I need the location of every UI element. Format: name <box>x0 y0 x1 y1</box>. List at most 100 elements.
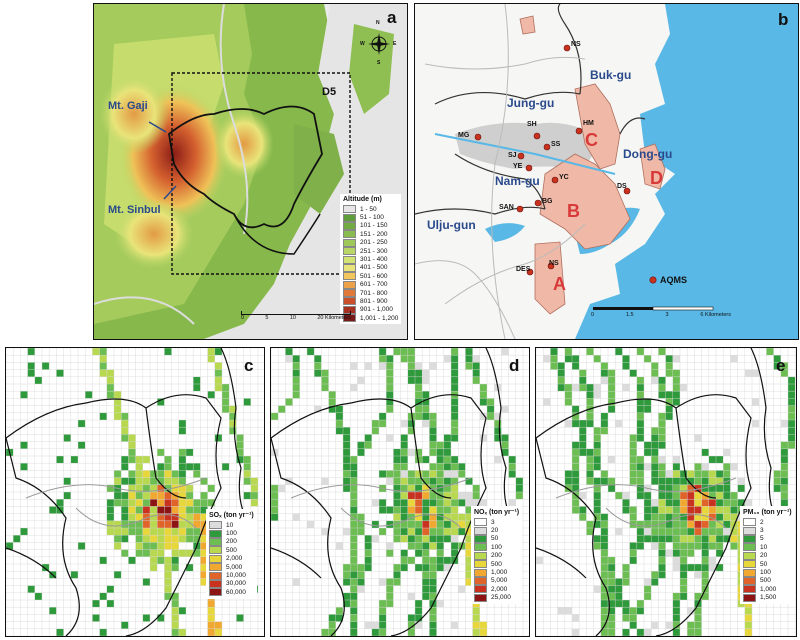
legend-swatch <box>343 213 356 222</box>
legend-label: 51 - 100 <box>360 214 384 222</box>
site-mg: MG <box>458 132 470 139</box>
sox-legend: SOₓ (ton yr⁻¹) 10 100 200 500 2,000 5,000 10,0… <box>206 509 257 599</box>
legend-swatch <box>743 585 756 594</box>
legend-swatch <box>209 521 222 530</box>
legend-swatch <box>343 280 356 289</box>
legend-label: 5,000 <box>491 577 508 585</box>
legend-label: 200 <box>226 538 237 546</box>
legend-item: 500 <box>743 576 792 585</box>
legend-swatch <box>343 272 356 281</box>
legend-label: 500 <box>491 560 502 568</box>
legend-item: 100 <box>474 543 519 552</box>
legend-item: 10 <box>743 543 792 552</box>
panel-c-label: c <box>244 356 254 375</box>
legend-label: 151 - 200 <box>360 230 388 238</box>
legend-swatch <box>343 238 356 247</box>
legend-swatch <box>474 543 487 552</box>
legend-swatch <box>209 537 222 546</box>
legend-label: 5,000 <box>226 563 243 571</box>
legend-item: 10 <box>209 521 254 530</box>
legend-label: 20 <box>491 527 499 535</box>
legend-label: 901 - 1,000 <box>360 306 393 314</box>
altitude-map-svg <box>94 4 407 339</box>
legend-label: 25,000 <box>491 594 511 602</box>
panel-e-pm10-emissions: e PM₁₀ (ton yr⁻¹) 2 3 5 10 20 50 100 500 1,000 1,… <box>535 347 797 637</box>
legend-item: 100 <box>209 529 254 538</box>
altitude-legend: Altitude (m) 1 - 50 51 - 100 101 - 150 151 … <box>340 194 402 325</box>
panel-e-label: e <box>776 356 786 375</box>
site-ss: SS <box>551 141 561 148</box>
scale-b-tick-3: 6 Kilometers <box>700 312 731 318</box>
legend-item: 151 - 200 <box>343 230 398 239</box>
legend-item: 20 <box>474 526 519 535</box>
scale-a-tick-0: 0 <box>241 315 245 321</box>
legend-label: 1,500 <box>760 594 777 602</box>
legend-item: 500 <box>209 546 254 555</box>
legend-swatch <box>209 554 222 563</box>
legend-swatch <box>209 563 222 572</box>
legend-label: 500 <box>760 577 771 585</box>
legend-swatch <box>743 576 756 585</box>
scale-b-tick-0: 0 <box>591 312 595 318</box>
legend-swatch <box>743 568 756 577</box>
pm10-legend: PM₁₀ (ton yr⁻¹) 2 3 5 10 20 50 100 500 1,000 1,50… <box>740 506 795 604</box>
legend-item: 401 - 500 <box>343 263 398 272</box>
site-des: DES <box>516 266 531 273</box>
nox-grid-map <box>271 348 529 636</box>
legend-swatch <box>743 526 756 535</box>
legend-item: 5 <box>743 534 792 543</box>
legend-label: 5 <box>760 535 764 543</box>
legend-item: 200 <box>474 551 519 560</box>
legend-label: 1,000 <box>491 569 508 577</box>
legend-item: 1,000 <box>474 568 519 577</box>
legend-label: 100 <box>226 530 237 538</box>
legend-swatch <box>343 205 356 214</box>
legend-label: 2 <box>760 518 764 526</box>
legend-label: 601 - 700 <box>360 281 388 289</box>
panel-a-label: a <box>387 8 397 27</box>
legend-swatch <box>209 571 222 580</box>
legend-swatch <box>209 546 222 555</box>
legend-label: 251 - 300 <box>360 247 388 255</box>
scale-b-tick-2: 3 <box>665 312 669 318</box>
compass-w: W <box>360 41 365 47</box>
legend-swatch <box>343 255 356 264</box>
legend-swatch <box>343 221 356 230</box>
legend-item: 50 <box>474 534 519 543</box>
site-hm: HM <box>583 120 594 127</box>
panel-d-nox-emissions: d NOₓ (ton yr⁻¹) 3 20 50 100 200 500 1,000 5,00… <box>270 347 530 637</box>
legend-item: 30,000 <box>209 579 254 588</box>
legend-item: 1,000 <box>743 585 792 594</box>
legend-swatch <box>474 593 487 602</box>
legend-item: 50 <box>743 560 792 569</box>
legend-swatch <box>343 247 356 256</box>
zone-c: C <box>585 130 598 150</box>
scale-a-tick-2: 10 <box>289 315 296 321</box>
legend-swatch <box>474 585 487 594</box>
legend-item: 60,000 <box>209 588 254 597</box>
altitude-legend-title: Altitude (m) <box>343 196 382 203</box>
legend-label: 2,000 <box>226 555 243 563</box>
legend-item: 100 <box>743 568 792 577</box>
legend-item: 2 <box>743 518 792 527</box>
legend-item: 201 - 250 <box>343 238 398 247</box>
legend-label: 3 <box>491 518 495 526</box>
legend-item: 200 <box>209 537 254 546</box>
site-san: SAN <box>499 204 514 211</box>
scale-a-tick-1: 5 <box>265 315 269 321</box>
legend-swatch <box>343 297 356 306</box>
compass-n: N <box>376 20 380 26</box>
legend-swatch <box>743 551 756 560</box>
district-map-svg <box>415 4 798 339</box>
legend-swatch <box>474 526 487 535</box>
legend-swatch <box>474 551 487 560</box>
legend-item: 1,001 - 1,200 <box>343 314 398 323</box>
district-dong-gu: Dong-gu <box>623 147 673 161</box>
legend-swatch <box>474 576 487 585</box>
legend-swatch <box>343 305 356 314</box>
zone-a: A <box>553 274 566 294</box>
compass-e: E <box>393 41 397 47</box>
mt-gaji-label: Mt. Gaji <box>108 100 148 112</box>
scale-bar-b: 0 1.5 3 6 Kilometers <box>591 312 731 318</box>
legend-label: 101 - 150 <box>360 222 388 230</box>
